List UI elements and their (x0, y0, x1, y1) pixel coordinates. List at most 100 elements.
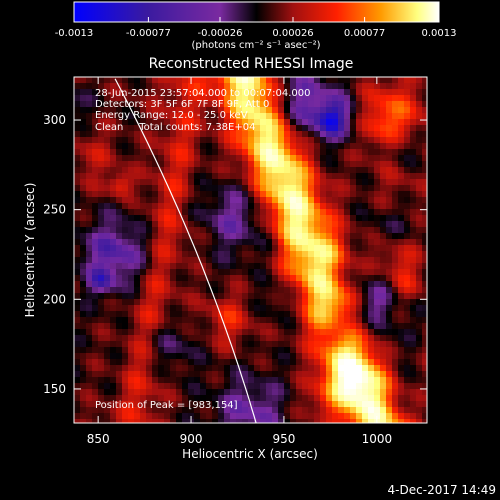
heatmap-cell (188, 323, 195, 330)
heatmap-cell (242, 137, 249, 144)
heatmap-cell (116, 149, 123, 156)
heatmap-cell (170, 179, 177, 186)
heatmap-cell (302, 305, 309, 312)
heatmap-cell (320, 371, 327, 378)
heatmap-cell (128, 383, 135, 390)
heatmap-cell (314, 305, 321, 312)
heatmap-cell (140, 113, 147, 120)
heatmap-cell (362, 203, 369, 210)
heatmap-cell (230, 95, 237, 102)
heatmap-cell (362, 167, 369, 174)
heatmap-cell (368, 419, 375, 423)
heatmap-cell (362, 275, 369, 282)
heatmap-cell (152, 191, 159, 198)
heatmap-cell (116, 191, 123, 198)
heatmap-cell (212, 185, 219, 192)
heatmap-cell (146, 161, 153, 168)
heatmap-cell (176, 197, 183, 204)
heatmap-cell (86, 101, 93, 108)
heatmap-cell (392, 341, 399, 348)
heatmap-cell (248, 215, 255, 222)
heatmap-cell (86, 389, 93, 396)
colorbar-tick-label: 0.00026 (272, 28, 313, 39)
heatmap-cell (362, 185, 369, 192)
heatmap-cell (104, 317, 111, 324)
heatmap-cell (164, 167, 171, 174)
heatmap-cell (74, 365, 81, 372)
heatmap-cell (248, 245, 255, 252)
heatmap-cell (134, 281, 141, 288)
heatmap-cell (356, 389, 363, 396)
heatmap-cell (176, 125, 183, 132)
heatmap-cell (398, 143, 405, 150)
heatmap-cell (146, 389, 153, 396)
heatmap-cell (326, 269, 333, 276)
colorbar-gradient (73, 1, 440, 23)
heatmap-cell (206, 371, 213, 378)
heatmap-cell (74, 293, 81, 300)
heatmap-cell (122, 185, 129, 192)
heatmap-cell (140, 161, 147, 168)
heatmap-cell (344, 155, 351, 162)
heatmap-cell (416, 275, 423, 282)
heatmap-cell (170, 107, 177, 114)
heatmap-cell (422, 89, 427, 96)
heatmap-cell (410, 365, 417, 372)
heatmap-cell (410, 269, 417, 276)
heatmap-cell (212, 287, 219, 294)
heatmap-cell (218, 161, 225, 168)
heatmap-cell (284, 173, 291, 180)
heatmap-cell (284, 233, 291, 240)
heatmap-cell (308, 119, 315, 126)
heatmap-cell (224, 107, 231, 114)
heatmap-cell (272, 323, 279, 330)
heatmap-cell (242, 143, 249, 150)
heatmap-cell (422, 257, 427, 264)
heatmap-cell (188, 83, 195, 90)
heatmap-cell (230, 137, 237, 144)
heatmap-cell (272, 299, 279, 306)
heatmap-cell (422, 143, 427, 150)
heatmap-cell (242, 95, 249, 102)
heatmap-cell (320, 383, 327, 390)
heatmap-cell (254, 83, 261, 90)
heatmap-cell (146, 377, 153, 384)
heatmap-cell (80, 167, 87, 174)
solar-limb-line (114, 78, 257, 423)
heatmap-cell (218, 269, 225, 276)
heatmap-cell (356, 377, 363, 384)
heatmap-cell (344, 83, 351, 90)
heatmap-cell (212, 131, 219, 138)
heatmap-cell (398, 407, 405, 414)
heatmap-cell (194, 107, 201, 114)
heatmap-cell (206, 149, 213, 156)
heatmap-cell (344, 401, 351, 408)
heatmap-cell (350, 323, 357, 330)
heatmap-cell (164, 77, 171, 84)
heatmap-cell (248, 83, 255, 90)
heatmap-cell (158, 227, 165, 234)
heatmap-cell (380, 107, 387, 114)
heatmap-cell (212, 137, 219, 144)
heatmap-cell (398, 299, 405, 306)
heatmap-cell (272, 215, 279, 222)
heatmap-cell (416, 185, 423, 192)
heatmap-cell (272, 155, 279, 162)
heatmap-cell (308, 317, 315, 324)
heatmap-cell (116, 179, 123, 186)
heatmap-cell (128, 221, 135, 228)
heatmap-cell (248, 299, 255, 306)
heatmap-cell (158, 203, 165, 210)
heatmap-cell (398, 401, 405, 408)
heatmap-cell (92, 335, 99, 342)
heatmap-cell (410, 233, 417, 240)
heatmap-cell (152, 341, 159, 348)
heatmap-cell (290, 269, 297, 276)
heatmap-cell (92, 89, 99, 96)
heatmap-cell (200, 359, 207, 366)
heatmap-cell (218, 209, 225, 216)
heatmap-cell (398, 251, 405, 258)
heatmap-cell (146, 191, 153, 198)
heatmap-cell (422, 263, 427, 270)
heatmap-cell (92, 251, 99, 258)
